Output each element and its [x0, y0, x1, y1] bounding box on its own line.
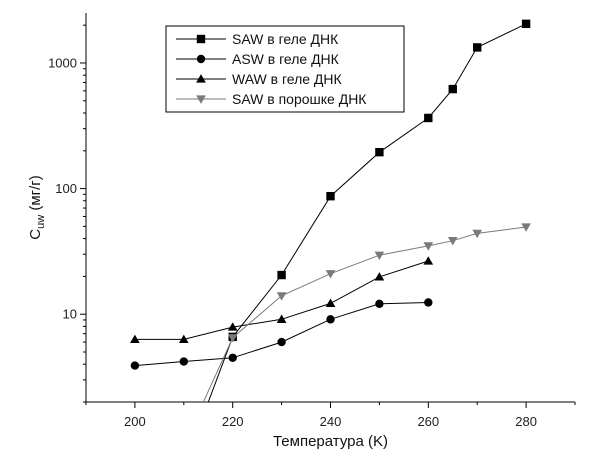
legend: SAW в геле ДНК ASW в геле ДНК WAW в геле Д…: [165, 25, 405, 113]
triangle-up-marker: [325, 298, 336, 307]
triangle-down-marker: [196, 95, 206, 104]
series-line: [202, 226, 527, 402]
legend-entry: ASW в геле ДНК: [176, 51, 340, 67]
square-marker: [196, 34, 206, 44]
y-tick-label: 1000: [48, 55, 77, 70]
triangle-down-marker: [227, 334, 238, 343]
y-axis-title-unit: (мг/г): [27, 175, 44, 215]
circle-marker: [228, 353, 237, 362]
triangle-up-marker: [130, 334, 140, 344]
x-tick-label: 220: [222, 414, 244, 429]
circle-marker: [179, 357, 188, 366]
triangle-up-marker: [276, 314, 287, 323]
circle-marker: [375, 299, 384, 309]
triangle-down-marker: [276, 292, 287, 301]
legend-label: ASW в геле ДНК: [232, 51, 340, 67]
series-layer: [130, 19, 531, 402]
square-marker: [326, 191, 335, 201]
triangle-down-marker: [472, 229, 483, 239]
legend-label: WAW в геле ДНК: [232, 71, 343, 87]
circle-marker: [196, 54, 206, 64]
square-marker: [448, 84, 457, 94]
legend-box: [165, 25, 405, 113]
series-2: [130, 298, 433, 370]
square-marker: [521, 19, 531, 29]
square-marker: [424, 113, 433, 123]
circle-marker: [277, 337, 286, 347]
circle-marker: [130, 361, 140, 370]
axes: [80, 13, 576, 408]
legend-label: SAW в порошке ДНК: [232, 91, 367, 107]
legend-entry: SAW в порошке ДНК: [176, 91, 367, 107]
legend-entry: SAW в геле ДНК: [176, 31, 339, 47]
triangle-up-marker: [374, 272, 385, 281]
legend-entry: WAW в геле ДНК: [176, 71, 343, 87]
x-tick-label: 260: [417, 414, 439, 429]
x-tick-label: 280: [515, 414, 537, 429]
y-tick-label: 10: [63, 307, 77, 322]
x-axis-title: Температура (K): [273, 433, 388, 450]
triangle-down-marker: [374, 251, 385, 261]
tick-labels: 200 220 240 260 280 10 100 1000: [48, 55, 537, 429]
x-tick-label: 240: [320, 414, 342, 429]
legend-label: SAW в геле ДНК: [232, 31, 339, 47]
series-line: [134, 302, 429, 367]
square-marker: [375, 147, 384, 157]
series-3: [130, 256, 434, 344]
x-tick-label: 200: [124, 414, 146, 429]
series-4: [202, 223, 531, 402]
circle-marker: [326, 315, 335, 324]
triangle-down-marker: [447, 237, 458, 246]
triangle-up-marker: [196, 74, 206, 83]
y-axis-title-subscript: uw: [35, 215, 47, 229]
y-axis-title-main: C: [27, 229, 44, 240]
triangle-down-marker: [325, 270, 336, 279]
y-axis-title: Cuw (мг/г): [27, 175, 47, 240]
triangle-down-marker: [423, 242, 434, 251]
triangle-up-marker: [178, 334, 189, 344]
triangle-down-marker: [521, 223, 531, 232]
circle-marker: [424, 298, 433, 307]
axis-titles: Температура (K) Cuw (мг/г): [27, 175, 388, 450]
y-tick-label: 100: [55, 181, 77, 196]
square-marker: [277, 270, 286, 280]
triangle-up-marker: [227, 322, 238, 331]
square-marker: [473, 43, 482, 52]
triangle-up-marker: [423, 256, 434, 265]
